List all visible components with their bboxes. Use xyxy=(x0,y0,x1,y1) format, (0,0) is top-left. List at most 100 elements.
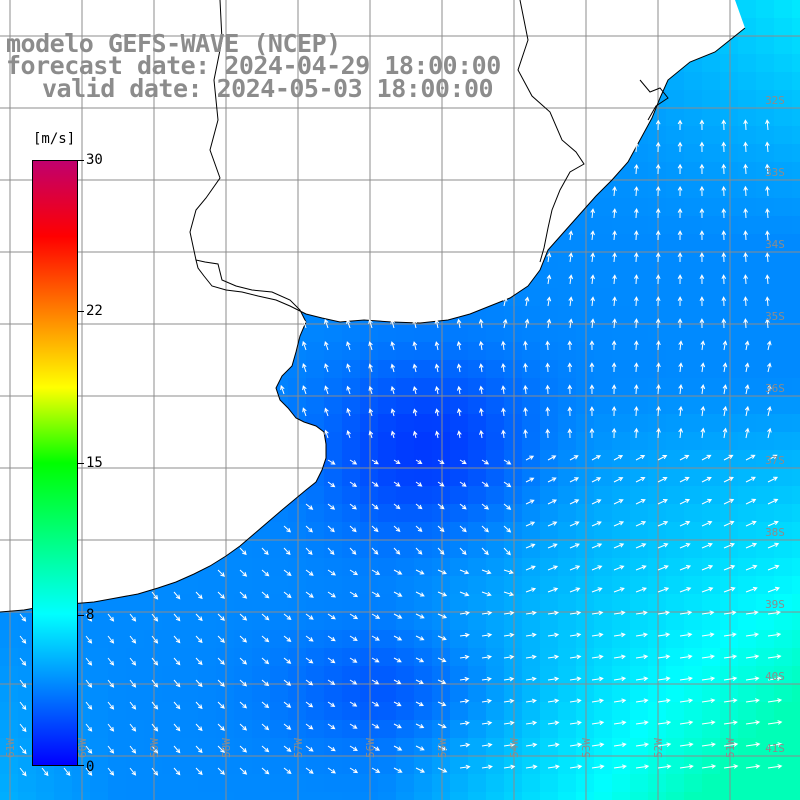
wind-arrow xyxy=(415,723,425,729)
speed-cell xyxy=(738,360,757,379)
speed-cell xyxy=(792,378,800,397)
speed-cell xyxy=(594,324,613,343)
wind-arrow xyxy=(569,587,581,593)
speed-cell xyxy=(396,540,415,559)
wind-arrow xyxy=(589,384,595,395)
wind-arrow xyxy=(678,362,683,373)
colorbar-tick-label: 15 xyxy=(86,455,103,471)
wind-arrow xyxy=(437,679,447,685)
wind-arrow xyxy=(723,632,737,637)
latitude-label: 39S xyxy=(765,598,785,611)
speed-cell xyxy=(126,648,145,667)
speed-cell xyxy=(396,702,415,721)
speed-cell xyxy=(684,432,703,451)
speed-cell xyxy=(396,504,415,523)
speed-cell xyxy=(648,198,667,217)
speed-cell xyxy=(378,504,397,523)
speed-cell xyxy=(756,468,775,487)
latitude-label: 35S xyxy=(765,310,785,323)
speed-cell xyxy=(396,342,415,361)
lagoon-outline xyxy=(639,79,669,121)
wind-arrow xyxy=(745,564,758,571)
wind-arrow xyxy=(195,701,203,710)
wind-arrow xyxy=(679,742,694,747)
speed-cell xyxy=(576,576,595,595)
wind-arrow xyxy=(766,340,772,351)
speed-cell xyxy=(630,540,649,559)
speed-cell xyxy=(504,324,523,343)
wind-arrow xyxy=(721,163,727,175)
speed-cell xyxy=(738,432,757,451)
wind-arrow xyxy=(721,296,727,307)
speed-cell xyxy=(594,432,613,451)
speed-cell xyxy=(288,630,307,649)
wind-arrow xyxy=(701,587,714,593)
wind-arrow xyxy=(239,569,248,577)
speed-cell xyxy=(432,504,451,523)
wind-arrow xyxy=(324,341,329,351)
speed-cell xyxy=(504,360,523,379)
speed-cell xyxy=(468,450,487,469)
wind-arrow xyxy=(635,565,647,571)
speed-cell xyxy=(756,504,775,523)
speed-cell xyxy=(576,648,595,667)
speed-cell xyxy=(216,576,235,595)
speed-cell xyxy=(468,342,487,361)
speed-cell xyxy=(162,792,181,800)
speed-cell xyxy=(594,396,613,415)
speed-cell xyxy=(576,216,595,235)
wind-arrow xyxy=(503,720,515,726)
speed-cell xyxy=(324,324,343,343)
speed-cell xyxy=(594,414,613,433)
wind-arrow xyxy=(415,481,423,487)
wind-arrow xyxy=(589,427,595,439)
speed-cell xyxy=(450,738,469,757)
speed-cell xyxy=(792,306,800,325)
speed-cell xyxy=(288,792,307,800)
wind-arrow xyxy=(633,384,639,395)
speed-cell xyxy=(612,234,631,253)
speed-cell xyxy=(180,612,199,631)
speed-cell xyxy=(180,666,199,685)
speed-cell xyxy=(738,522,757,541)
speed-cell xyxy=(702,360,721,379)
speed-cell xyxy=(414,342,433,361)
wind-arrow xyxy=(590,230,595,241)
wind-arrow xyxy=(723,586,736,593)
speed-cell xyxy=(756,54,775,73)
wind-arrow xyxy=(239,613,248,621)
speed-cell xyxy=(612,216,631,235)
speed-cell xyxy=(684,306,703,325)
speed-cell xyxy=(594,234,613,253)
wind-arrow xyxy=(767,384,772,395)
speed-cell xyxy=(486,432,505,451)
speed-cell xyxy=(756,702,775,721)
wind-arrow xyxy=(437,503,445,510)
speed-cell xyxy=(540,414,559,433)
wind-arrow xyxy=(679,698,694,703)
speed-cell xyxy=(450,774,469,793)
wind-arrow xyxy=(523,384,528,395)
speed-cell xyxy=(738,504,757,523)
wind-arrow xyxy=(723,654,738,659)
speed-cell xyxy=(216,594,235,613)
speed-cell xyxy=(162,666,181,685)
wind-arrow xyxy=(390,341,395,351)
wind-arrow xyxy=(657,521,669,527)
wind-arrow xyxy=(390,385,396,395)
wind-arrow xyxy=(699,318,705,329)
speed-cell xyxy=(756,648,775,667)
speed-cell xyxy=(108,666,127,685)
speed-cell xyxy=(684,774,703,793)
speed-cell xyxy=(576,684,595,703)
wind-arrow xyxy=(546,274,552,285)
wind-arrow xyxy=(701,476,712,483)
uruguay-brazil-border xyxy=(517,0,585,263)
wind-arrow xyxy=(590,318,595,329)
speed-cell xyxy=(414,756,433,775)
speed-cell xyxy=(72,792,91,800)
speed-cell xyxy=(774,414,793,433)
speed-cell xyxy=(414,684,433,703)
wind-arrow xyxy=(434,341,440,351)
speed-cell xyxy=(702,162,721,181)
